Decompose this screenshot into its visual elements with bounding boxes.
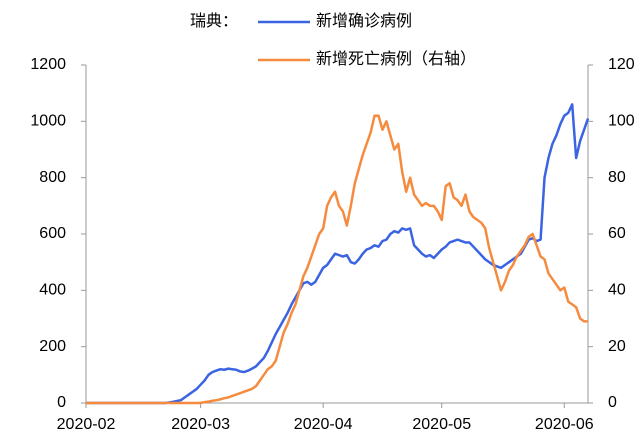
y-tick-label: 600	[39, 225, 66, 242]
legend-label: 新增死亡病例（右轴）	[316, 50, 476, 68]
y-tick-label: 1000	[30, 113, 66, 130]
y2-tick-label: 60	[608, 225, 626, 242]
y2-tick-label: 80	[608, 169, 626, 186]
legend-label: 新增确诊病例	[316, 12, 412, 30]
y2-tick-label: 20	[608, 338, 626, 355]
y-tick-label: 800	[39, 169, 66, 186]
series-line	[86, 114, 588, 405]
y-tick-label: 1200	[30, 56, 66, 73]
y-tick-label: 200	[39, 338, 66, 355]
series-line	[86, 103, 590, 405]
x-tick-label: 2020-05	[412, 416, 471, 433]
y2-tick-label: 100	[608, 113, 635, 130]
legend-title: 瑞典：	[190, 12, 238, 30]
x-tick-label: 2020-02	[57, 416, 116, 433]
x-tick-label: 2020-03	[171, 416, 230, 433]
y-tick-label: 0	[57, 394, 66, 411]
y-tick-label: 400	[39, 282, 66, 299]
x-tick-label: 2020-04	[294, 416, 353, 433]
y2-tick-label: 120	[608, 56, 635, 73]
y2-tick-label: 40	[608, 282, 626, 299]
x-tick-label: 2020-06	[535, 416, 594, 433]
y2-tick-label: 0	[608, 394, 617, 411]
